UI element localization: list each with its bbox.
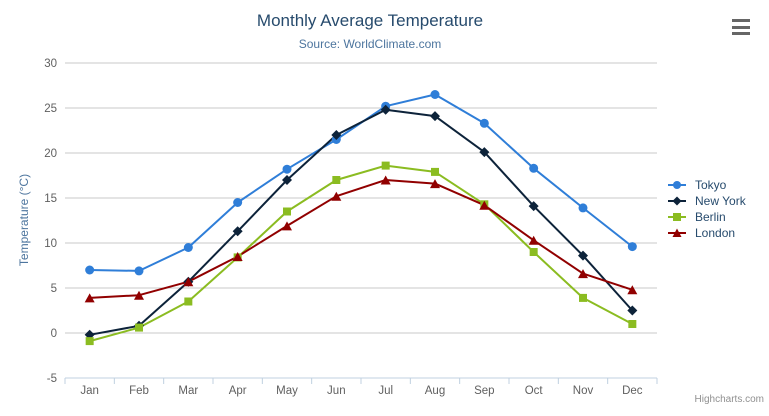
data-point-new-york[interactable] [380,104,391,115]
x-axis-label: Jul [378,385,393,397]
y-axis-label: 20 [44,148,57,160]
data-point-new-york[interactable] [232,226,243,237]
legend-marker-icon [668,228,686,237]
data-point-berlin[interactable] [529,248,538,256]
data-point-london[interactable] [627,285,638,295]
data-point-berlin[interactable] [381,161,390,170]
data-point-london[interactable] [479,200,490,210]
data-point-new-york[interactable] [430,111,440,122]
data-point-london[interactable] [430,179,440,189]
legend-item-new-york[interactable]: New York [668,193,746,209]
data-point-london[interactable] [331,191,342,201]
data-point-tokyo[interactable] [183,243,193,252]
data-point-new-york[interactable] [331,130,342,140]
data-point-tokyo[interactable] [578,203,588,213]
chart-subtitle: Source: WorldClimate.com [298,37,442,51]
y-axis-label: -5 [47,373,57,385]
legend-item-tokyo[interactable]: Tokyo [668,177,746,193]
data-point-berlin[interactable] [628,320,637,328]
data-point-berlin[interactable] [332,176,341,184]
x-axis-label: Sep [474,385,494,397]
y-axis-label: 30 [44,58,57,70]
y-axis-label: 15 [44,193,57,205]
hamburger-menu-icon [732,19,750,22]
legend-marker-icon [668,196,686,206]
x-axis-label: Jun [327,385,346,397]
x-axis-label: Mar [178,385,198,397]
data-point-london[interactable] [232,252,243,261]
series-line-london [89,179,633,299]
highcharts-credit-link[interactable]: Highcharts.com [694,394,764,405]
data-point-tokyo[interactable] [430,90,440,99]
legend-marker-icon [668,181,686,189]
legend-marker-icon [668,213,686,221]
x-axis-label: Apr [229,385,247,397]
legend-item-label: Berlin [695,210,726,224]
data-point-london[interactable] [282,221,292,231]
legend: Tokyo New York Berlin London [668,177,746,241]
data-point-london[interactable] [134,290,144,300]
data-point-london[interactable] [578,269,588,279]
y-axis-label: 5 [51,283,57,295]
data-point-new-york[interactable] [627,305,638,316]
y-axis-label: 10 [44,238,57,250]
x-axis-label: May [276,385,298,397]
data-point-tokyo[interactable] [233,198,243,207]
data-point-tokyo[interactable] [529,163,539,173]
x-axis-label: Jan [80,385,99,397]
data-point-london[interactable] [183,277,194,287]
data-point-new-york[interactable] [578,250,588,261]
data-point-berlin[interactable] [85,337,94,346]
hamburger-menu-icon [732,32,750,35]
data-point-berlin[interactable] [184,297,193,306]
legend-item-berlin[interactable]: Berlin [668,209,746,225]
y-axis-label: 25 [44,103,57,115]
data-point-london[interactable] [380,175,391,185]
legend-item-label: London [695,226,736,240]
data-point-berlin[interactable] [579,293,587,302]
x-axis-label: Oct [525,385,544,397]
data-point-berlin[interactable] [283,207,291,216]
x-axis-label: Nov [573,385,594,397]
data-point-tokyo[interactable] [282,164,292,174]
data-point-new-york[interactable] [479,147,490,158]
export-menu-button[interactable] [732,19,752,35]
data-point-berlin[interactable] [431,167,439,176]
data-point-new-york[interactable] [282,175,292,185]
legend-item-london[interactable]: London [668,225,746,241]
series-line-tokyo [89,93,633,272]
data-point-tokyo[interactable] [134,266,144,276]
data-point-berlin[interactable] [135,323,143,332]
series-line-berlin [89,164,633,343]
data-point-london[interactable] [528,235,539,245]
chart-title: Monthly Average Temperature [256,11,484,30]
data-point-tokyo[interactable] [85,265,95,275]
data-point-tokyo[interactable] [627,242,637,252]
hamburger-menu-icon [732,25,750,29]
series-line-new-york [89,108,634,336]
y-axis-label: 0 [51,328,57,340]
x-axis-label: Aug [425,385,445,397]
legend-item-label: Tokyo [695,178,727,192]
data-point-tokyo[interactable] [479,118,489,128]
x-axis-label: Dec [622,385,643,397]
legend-item-label: New York [695,194,746,208]
x-axis-label: Feb [129,385,149,397]
data-point-new-york[interactable] [528,201,539,212]
data-point-london[interactable] [84,293,95,303]
